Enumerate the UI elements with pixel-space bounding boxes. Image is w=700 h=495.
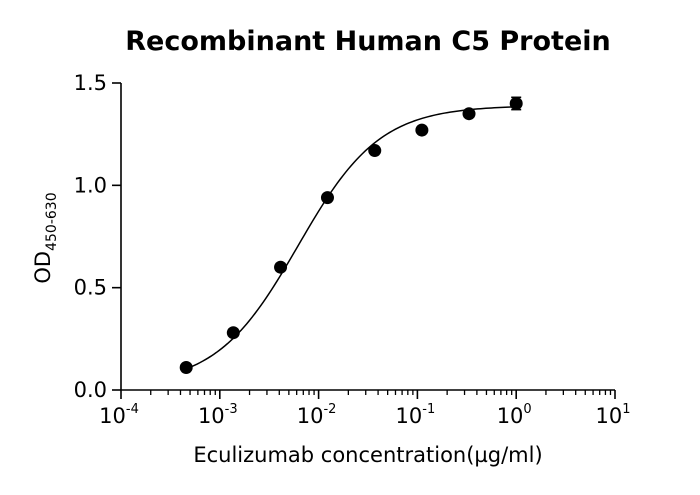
x-tick-label: 10-3	[198, 402, 238, 428]
data-point	[320, 191, 334, 205]
plot-area: 0.00.51.01.510-4 10-3 10-2 10-1 100 101	[74, 71, 631, 428]
y-tick-label: 0.0	[74, 378, 107, 402]
y-tick-label: 0.5	[74, 276, 107, 300]
x-axis-label: Eculizumab concentration(µg/ml)	[193, 443, 542, 467]
fit-curve	[185, 106, 517, 370]
data-point	[226, 326, 240, 340]
x-tick-label: 10-4	[99, 402, 139, 428]
data-point	[179, 360, 193, 374]
data-point	[415, 123, 429, 137]
data-point	[274, 260, 288, 274]
x-tick-label-exponent: -4	[126, 402, 139, 417]
y-axis-label: OD450-630	[31, 192, 60, 283]
y-tick-label: 1.0	[74, 173, 107, 197]
x-tick-label: 100	[497, 402, 532, 428]
x-tick-label: 10-2	[297, 402, 337, 428]
x-tick-label-base: 10	[595, 404, 622, 428]
data-point	[509, 96, 523, 110]
x-tick-label-base: 10	[396, 404, 423, 428]
y-tick-label: 1.5	[74, 71, 107, 95]
x-tick-label-base: 10	[497, 404, 524, 428]
x-tick-label-exponent: 1	[622, 402, 630, 417]
y-axis-label-main: OD	[31, 251, 55, 284]
y-axis-label-subscript: 450-630	[44, 192, 60, 251]
svg-text:OD450-630: OD450-630	[31, 192, 60, 283]
x-tick-label: 10-1	[396, 402, 436, 428]
x-tick-label: 101	[595, 402, 630, 428]
x-tick-label-base: 10	[198, 404, 225, 428]
x-tick-label-exponent: 0	[523, 402, 531, 417]
x-tick-label-exponent: -3	[225, 402, 238, 417]
x-tick-label-exponent: -2	[323, 402, 336, 417]
data-point	[368, 144, 382, 158]
data-point	[462, 107, 476, 121]
x-tick-label-exponent: -1	[422, 402, 435, 417]
chart-title: Recombinant Human C5 Protein	[125, 26, 611, 57]
x-tick-label-base: 10	[297, 404, 324, 428]
x-tick-label-base: 10	[99, 404, 126, 428]
